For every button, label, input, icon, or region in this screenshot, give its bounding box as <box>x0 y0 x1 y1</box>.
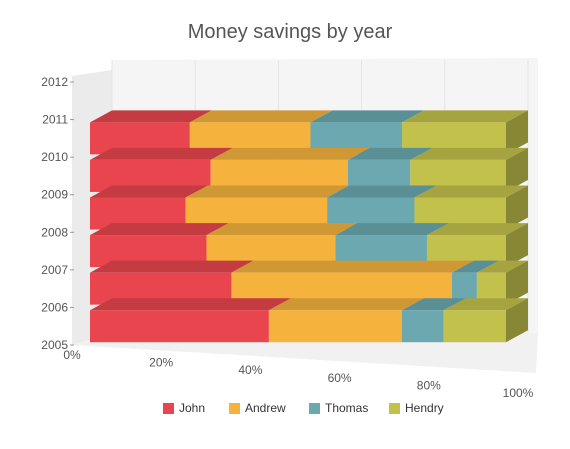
bar-top-andrew-2009 <box>185 185 350 198</box>
bars <box>90 110 528 343</box>
y-tick-label-2010: 2010 <box>41 150 68 164</box>
bar-top-thomas-2009 <box>327 185 437 198</box>
bar-group-2010 <box>90 147 528 192</box>
legend: John Andrew Thomas Hendry <box>163 401 444 415</box>
legend-swatch-andrew <box>229 403 240 414</box>
y-tick-label-2012: 2012 <box>41 75 68 89</box>
floor <box>72 333 538 373</box>
y-tick-label-2008: 2008 <box>41 225 68 239</box>
x-axis-ticks: 0% 20% 40% 60% 80% 100% <box>63 348 533 400</box>
y-tick-label-2007: 2007 <box>41 263 68 277</box>
bar-top-hendry-2009 <box>414 185 528 198</box>
bar-top-thomas-2010 <box>347 147 433 160</box>
x-tick-label-1: 20% <box>149 356 173 370</box>
bar-top-john-2010 <box>90 147 233 160</box>
legend-label-thomas: Thomas <box>325 401 368 415</box>
legend-swatch-hendry <box>389 403 400 414</box>
bar-group-2007 <box>90 260 528 305</box>
x-tick-label-2: 40% <box>238 363 262 377</box>
bar-john-2006 <box>90 310 269 343</box>
legend-label-hendry: Hendry <box>405 401 444 415</box>
bar-top-hendry-2007 <box>476 260 528 273</box>
y-tick-label-2005: 2005 <box>41 338 68 352</box>
bar-thomas-2006 <box>402 310 444 343</box>
y-tick-label-2011: 2011 <box>42 113 68 127</box>
bar-top-hendry-2011 <box>402 110 528 123</box>
legend-item-andrew[interactable]: Andrew <box>229 401 286 415</box>
legend-swatch-thomas <box>309 403 320 414</box>
legend-swatch-john <box>163 403 174 414</box>
bar-top-john-2008 <box>90 223 229 236</box>
y-tick-label-2009: 2009 <box>41 188 68 202</box>
bar-top-thomas-2006 <box>402 298 466 311</box>
bar-top-thomas-2008 <box>335 223 449 236</box>
legend-item-john[interactable]: John <box>163 401 205 415</box>
bar-top-john-2006 <box>90 298 291 311</box>
bar-group-2008 <box>90 223 528 268</box>
bar-side-hendry-2009 <box>506 185 528 230</box>
bar-top-john-2007 <box>90 260 254 273</box>
bar-top-andrew-2007 <box>231 260 474 273</box>
bar-hendry-2006 <box>443 310 506 343</box>
bar-group-2011 <box>90 110 528 155</box>
bar-top-andrew-2010 <box>210 147 370 160</box>
y-axis-ticks: 2005 2006 2007 2008 2009 2010 2011 2012 <box>41 75 74 352</box>
x-tick-label-3: 60% <box>328 371 352 385</box>
bar-top-john-2009 <box>90 185 208 198</box>
legend-label-andrew: Andrew <box>245 401 286 415</box>
x-tick-label-0: 0% <box>63 348 81 362</box>
bar-side-hendry-2008 <box>506 223 528 268</box>
x-tick-label-5: 100% <box>503 386 534 400</box>
legend-label-john: John <box>179 401 205 415</box>
bar-top-thomas-2011 <box>310 110 424 123</box>
bar-top-john-2011 <box>90 110 212 123</box>
chart-title: Money savings by year <box>188 21 393 43</box>
bar-top-hendry-2006 <box>443 298 528 311</box>
bar-side-hendry-2007 <box>506 260 528 305</box>
bar-side-hendry-2010 <box>506 147 528 192</box>
x-tick-label-4: 80% <box>417 378 441 392</box>
bar-side-hendry-2006 <box>506 298 528 343</box>
bar-group-2009 <box>90 185 528 230</box>
bar-top-hendry-2008 <box>426 223 528 236</box>
y-tick-label-2006: 2006 <box>41 300 68 314</box>
bar-side-hendry-2011 <box>506 110 528 155</box>
bar-top-andrew-2006 <box>268 298 424 311</box>
bar-top-andrew-2008 <box>206 223 358 236</box>
legend-item-hendry[interactable]: Hendry <box>389 401 444 415</box>
bar-top-andrew-2011 <box>189 110 333 123</box>
bar-group-2006 <box>90 298 528 343</box>
bar-andrew-2006 <box>268 310 402 343</box>
bar-top-thomas-2007 <box>451 260 499 273</box>
legend-item-thomas[interactable]: Thomas <box>309 401 368 415</box>
bar-top-hendry-2010 <box>410 147 528 160</box>
